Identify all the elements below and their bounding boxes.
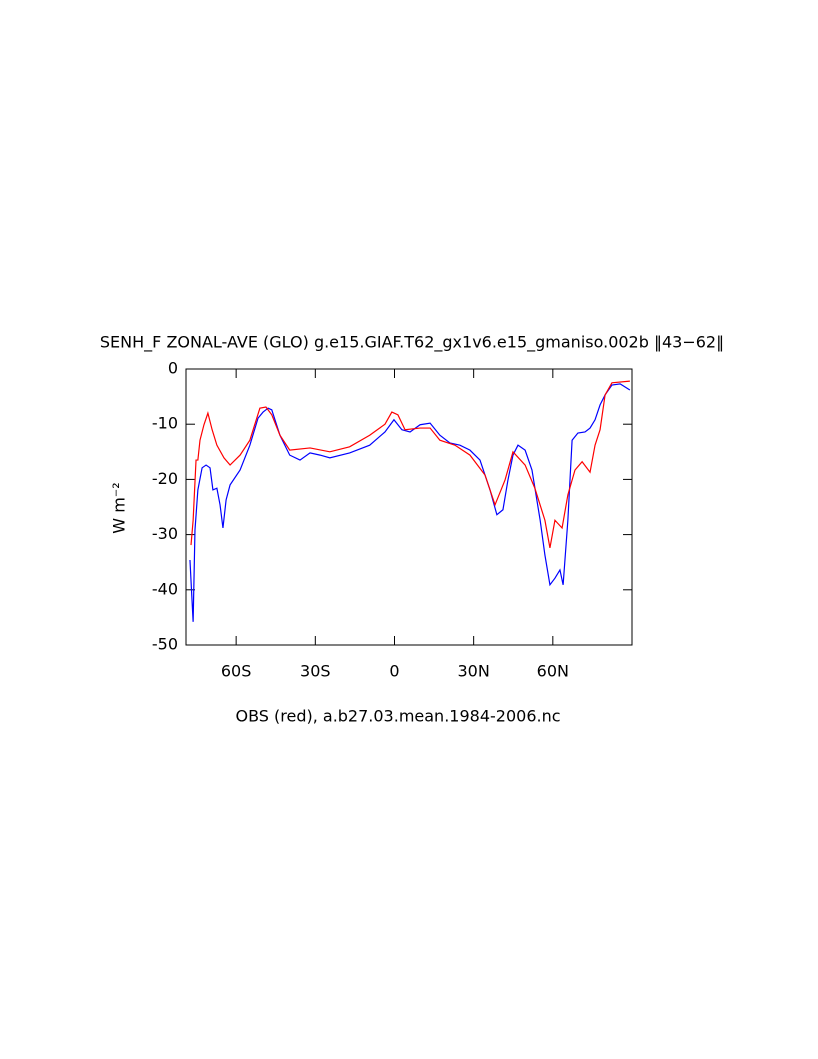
x-tick-label: 60N [537, 662, 569, 681]
data-line [190, 380, 630, 548]
y-tick-label: -10 [152, 414, 178, 433]
y-axis-label: W m⁻² [110, 482, 129, 533]
x-tick-label: 60S [221, 662, 252, 681]
x-tick-label: 30N [457, 662, 489, 681]
data-line [189, 383, 631, 622]
plot-frame [185, 368, 633, 646]
x-tick-label: 30S [300, 662, 331, 681]
y-tick-label: -20 [152, 469, 178, 488]
y-tick-label: -40 [152, 579, 178, 598]
chart-title: SENH_F ZONAL-AVE (GLO) g.e15.GIAF.T62_gx… [100, 333, 724, 353]
x-axis-label: OBS (red), a.b27.03.mean.1984-2006.nc [235, 707, 560, 726]
y-tick-label: -30 [152, 524, 178, 543]
x-tick-label: 0 [389, 662, 399, 681]
y-tick-label: 0 [168, 359, 178, 378]
y-tick-label: -50 [152, 635, 178, 654]
